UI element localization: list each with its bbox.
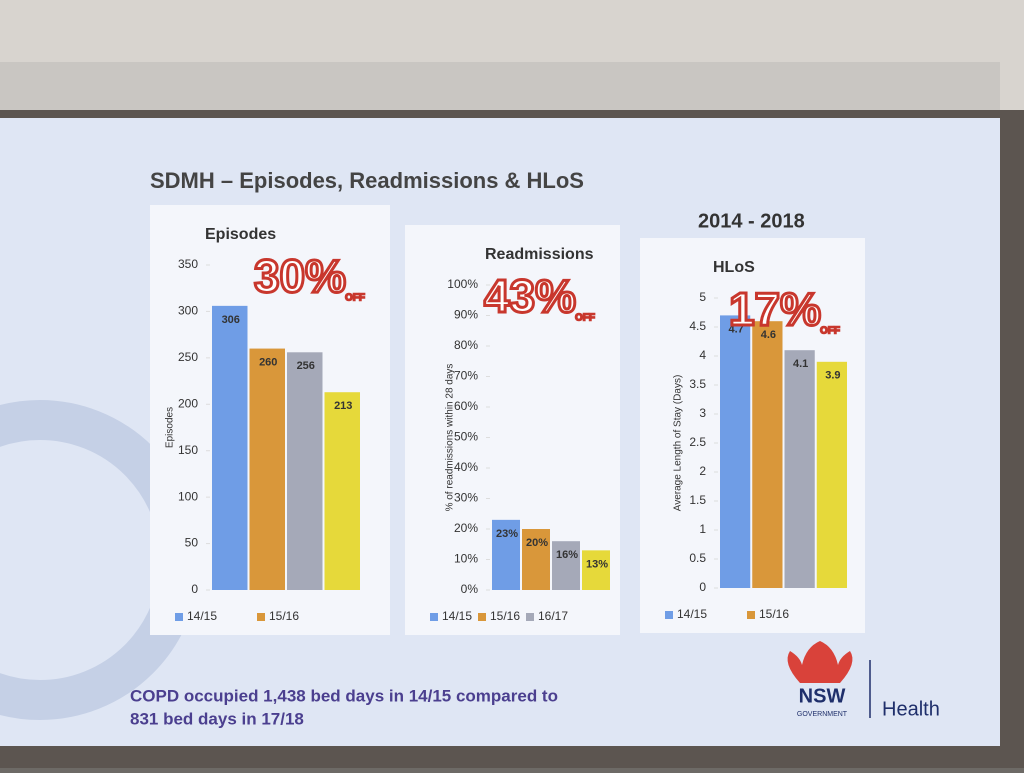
bar xyxy=(287,352,323,590)
data-label: 20% xyxy=(526,537,548,549)
data-label: 306 xyxy=(222,314,240,326)
footer-line: COPD occupied 1,438 bed days in 14/15 co… xyxy=(130,686,558,705)
badge: 43% xyxy=(484,270,576,322)
y-tick-label: 0 xyxy=(699,580,706,594)
y-axis-label: % of readmissions within 28 days xyxy=(445,364,456,512)
legend-swatch xyxy=(430,613,438,621)
slide-years: 2014 - 2018 xyxy=(698,210,805,232)
waratah xyxy=(787,641,853,683)
data-label: 256 xyxy=(297,360,315,372)
y-axis-label: Episodes xyxy=(165,407,176,448)
bar xyxy=(752,321,783,588)
data-label: 3.9 xyxy=(825,370,840,382)
y-tick-label: 350 xyxy=(178,257,198,271)
logo-name: Health xyxy=(882,698,940,720)
badge: 17% xyxy=(729,283,821,335)
bar xyxy=(212,305,248,590)
logo: NSW GOVERNMENT Health xyxy=(787,641,940,720)
y-tick-label: 0.5 xyxy=(689,551,706,565)
logo-mark: NSW xyxy=(799,685,846,707)
bar xyxy=(522,529,550,590)
y-tick-label: 30% xyxy=(454,491,478,505)
badge-sub: OFF xyxy=(345,293,365,304)
y-tick-label: 50 xyxy=(185,536,199,550)
y-tick-label: 200 xyxy=(178,396,198,410)
data-label: 4.7 xyxy=(728,323,743,335)
legend-label: 15/16 xyxy=(490,609,520,623)
data-label: 260 xyxy=(259,356,277,368)
legend-label: 15/16 xyxy=(759,607,789,621)
y-tick-label: 1.5 xyxy=(689,493,706,507)
badge-sub: OFF xyxy=(820,326,840,337)
data-label: 16% xyxy=(556,549,578,561)
bar xyxy=(582,550,610,590)
y-tick-label: 40% xyxy=(454,460,478,474)
footer-line: 831 bed days in 17/18 xyxy=(130,709,304,728)
bar xyxy=(324,392,360,590)
y-tick-label: 4 xyxy=(699,348,706,362)
legend-label: 14/15 xyxy=(442,609,472,623)
y-tick-label: 250 xyxy=(178,350,198,364)
bar xyxy=(816,361,847,588)
chart-title: Episodes xyxy=(205,226,276,243)
y-tick-label: 3 xyxy=(699,406,706,420)
y-tick-label: 20% xyxy=(454,521,478,535)
y-tick-label: 2 xyxy=(699,464,706,478)
data-label: 4.1 xyxy=(793,358,808,370)
bar xyxy=(552,541,580,590)
badge-sub: OFF xyxy=(575,313,595,324)
y-axis-label: Average Length of Stay (Days) xyxy=(673,375,684,512)
bar xyxy=(720,315,751,588)
y-tick-label: 70% xyxy=(454,369,478,383)
y-tick-label: 4.5 xyxy=(689,319,706,333)
data-label: 4.6 xyxy=(761,329,776,341)
y-tick-label: 150 xyxy=(178,443,198,457)
badge: 30% xyxy=(254,250,346,302)
legend-swatch xyxy=(747,611,755,619)
y-tick-label: 2.5 xyxy=(689,435,706,449)
y-tick-label: 0% xyxy=(461,582,479,596)
y-tick-label: 3.5 xyxy=(689,377,706,391)
legend-label: 15/16 xyxy=(269,609,299,623)
legend-label: 14/15 xyxy=(187,609,217,623)
legend-label: 16/17 xyxy=(538,609,568,623)
legend-swatch xyxy=(665,611,673,619)
y-tick-label: 50% xyxy=(454,430,478,444)
legend-swatch xyxy=(478,613,486,621)
chart-title: Readmissions xyxy=(485,246,594,263)
data-label: 213 xyxy=(334,400,352,412)
y-tick-label: 300 xyxy=(178,304,198,318)
bar xyxy=(249,348,285,590)
y-tick-label: 90% xyxy=(454,308,478,322)
y-tick-label: 100% xyxy=(447,277,478,291)
y-tick-label: 1 xyxy=(699,522,706,536)
legend-swatch xyxy=(257,613,265,621)
logo-sub: GOVERNMENT xyxy=(797,711,848,718)
y-tick-label: 60% xyxy=(454,399,478,413)
chart-title: HLoS xyxy=(713,259,755,276)
legend-swatch xyxy=(175,613,183,621)
slide-title: SDMH – Episodes, Readmissions & HLoS xyxy=(150,168,584,193)
legend-swatch xyxy=(526,613,534,621)
y-tick-label: 80% xyxy=(454,338,478,352)
y-tick-label: 0 xyxy=(191,582,198,596)
data-label: 13% xyxy=(586,558,608,570)
bar xyxy=(784,350,815,588)
data-label: 23% xyxy=(496,528,518,540)
y-tick-label: 5 xyxy=(699,290,706,304)
y-tick-label: 100 xyxy=(178,489,198,503)
y-tick-label: 10% xyxy=(454,552,478,566)
bar xyxy=(492,519,520,590)
legend-label: 14/15 xyxy=(677,607,707,621)
